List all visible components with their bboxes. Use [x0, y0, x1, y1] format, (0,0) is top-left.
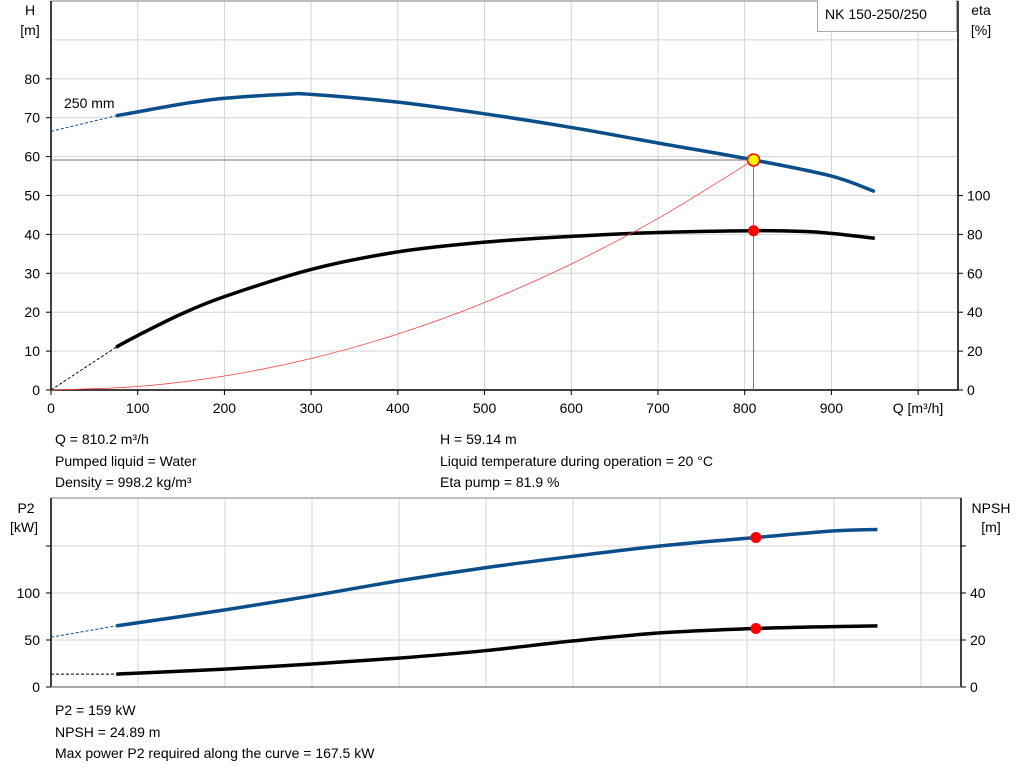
top-y-tick-label: 50 [24, 188, 40, 204]
top-y2-tick-label: 100 [967, 188, 991, 204]
duty-point-npsh-marker [750, 622, 762, 634]
bottom-axes: 0 50 100 0 20 40 [17, 497, 986, 695]
top-y-tick-label: 10 [24, 343, 40, 359]
top-y-tick-label: 40 [24, 226, 40, 242]
head-value: H = 59.14 m [440, 431, 517, 447]
density-value: Density = 998.2 kg/m³ [55, 474, 192, 490]
top-x-tick-label: 300 [299, 400, 323, 416]
y2-axis-unit-npsh: [m] [981, 519, 1000, 535]
top-x-tick-label: 400 [386, 400, 410, 416]
top-x-tick-label: 700 [646, 400, 670, 416]
top-y-tick-label: 30 [24, 265, 40, 281]
info-left-top: Q = 810.2 m³/h Pumped liquid = Water Den… [55, 429, 197, 494]
y-axis-label-h: H [25, 2, 35, 18]
y-axis-unit-p2: [kW] [10, 519, 38, 535]
bottom-y-tick-label: 50 [24, 632, 40, 648]
y2-axis-label-eta: eta [971, 2, 991, 18]
duty-point-head-marker [746, 153, 761, 167]
bottom-y-tick-label: 100 [17, 585, 41, 601]
top-y2-tick-label: 0 [967, 382, 975, 398]
y-axis-unit-h: [m] [20, 22, 39, 38]
liquid-temperature: Liquid temperature during operation = 20… [440, 452, 713, 469]
legend-pump-model: NK 150-250/250 [817, 0, 957, 32]
p2-value: P2 = 159 kW [55, 702, 136, 718]
top-x-tick-label: 500 [473, 400, 497, 416]
max-p2-value: Max power P2 required along the curve = … [55, 745, 375, 761]
top-y-tick-label: 80 [24, 71, 40, 87]
top-y-tick-label: 20 [24, 304, 40, 320]
info-bottom: P2 = 159 kW NPSH = 24.89 m Max power P2 … [55, 700, 374, 765]
bottom-y2-tick-label: 40 [970, 585, 986, 601]
pumped-liquid: Pumped liquid = Water [55, 452, 197, 469]
top-y-tick-label: 0 [32, 382, 40, 398]
top-y-tick-label: 60 [24, 149, 40, 165]
bottom-grid [51, 498, 961, 687]
npsh-curve [116, 624, 878, 676]
top-x-tick-label: 600 [560, 400, 584, 416]
system-curve [50, 159, 754, 391]
top-y-tick-label: 70 [24, 110, 40, 126]
bottom-series [50, 527, 878, 676]
bottom-y-tick-label: 0 [32, 679, 40, 695]
info-right-top: H = 59.14 m Liquid temperature during op… [440, 429, 713, 494]
top-grid [51, 1, 958, 390]
top-y2-tick-label: 80 [967, 226, 983, 242]
head-curve-extrapolated [50, 115, 117, 132]
top-x-tick-label: 100 [126, 400, 150, 416]
top-y2-tick-label: 40 [967, 304, 983, 320]
head-curve [115, 91, 876, 194]
eta-value: Eta pump = 81.9 % [440, 474, 560, 490]
p2-curve-extrapolated [50, 625, 117, 638]
y-axis-label-p2: P2 [17, 500, 34, 516]
duty-point-eta-marker [748, 225, 760, 237]
y2-axis-label-npsh: NPSH [972, 500, 1011, 516]
top-x-tick-label: 200 [213, 400, 237, 416]
top-x-tick-label: 900 [820, 400, 844, 416]
flow-value: Q = 810.2 m³/h [55, 431, 149, 447]
duty-point-p2-marker [750, 531, 762, 543]
eta-curve [115, 228, 875, 349]
top-series [50, 91, 876, 391]
x-axis-label-q: Q [m³/h] [893, 400, 944, 416]
p2-curve [115, 527, 878, 628]
bottom-y2-tick-label: 20 [970, 632, 986, 648]
curve-label-250mm: 250 mm [64, 95, 115, 111]
npsh-value: NPSH = 24.89 m [55, 723, 161, 740]
top-x-tick-label: 800 [733, 400, 757, 416]
bottom-y2-tick-label: 0 [970, 679, 978, 695]
eta-curve-extrapolated [50, 346, 117, 391]
top-x-tick-label: 0 [47, 400, 55, 416]
top-y2-tick-label: 60 [967, 265, 983, 281]
y2-axis-unit-eta: [%] [971, 22, 991, 38]
top-y2-tick-label: 20 [967, 343, 983, 359]
